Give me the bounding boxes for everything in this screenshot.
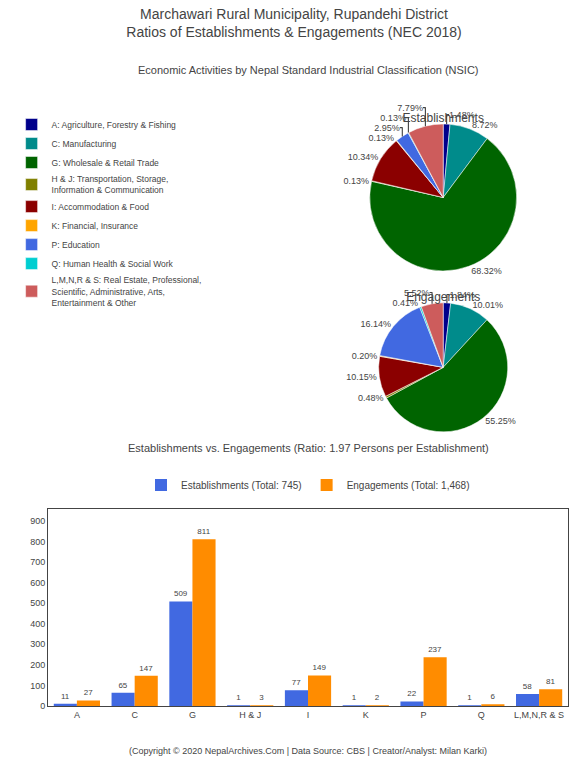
- svg-text:Establishments (Total: 745): Establishments (Total: 745): [181, 480, 302, 491]
- svg-text:7.79%: 7.79%: [397, 103, 423, 113]
- svg-text:H & J: H & J: [239, 710, 261, 720]
- svg-text:11: 11: [61, 692, 70, 701]
- svg-text:55.25%: 55.25%: [485, 416, 516, 426]
- svg-text:A: Agriculture, Forestry & Fis: A: Agriculture, Forestry & Fishing: [52, 120, 177, 130]
- svg-text:L,M,N,R & S: L,M,N,R & S: [514, 710, 564, 720]
- svg-text:65: 65: [118, 681, 127, 690]
- svg-text:Q: Q: [478, 710, 485, 720]
- svg-text:500: 500: [30, 598, 45, 608]
- svg-text:58: 58: [523, 682, 532, 691]
- svg-text:149: 149: [313, 663, 327, 672]
- svg-text:K: K: [363, 710, 369, 720]
- svg-text:0.20%: 0.20%: [352, 351, 378, 361]
- svg-text:400: 400: [30, 619, 45, 629]
- svg-text:81: 81: [546, 677, 555, 686]
- svg-text:600: 600: [30, 578, 45, 588]
- svg-text:Marchawari Rural Municipality,: Marchawari Rural Municipality, Rupandehi…: [126, 6, 461, 40]
- svg-text:Economic Activities by Nepal S: Economic Activities by Nepal Standard In…: [138, 64, 479, 76]
- svg-text:100: 100: [30, 681, 45, 691]
- svg-text:700: 700: [30, 557, 45, 567]
- svg-text:27: 27: [84, 688, 93, 697]
- svg-text:0.13%: 0.13%: [344, 176, 370, 186]
- svg-text:1: 1: [352, 693, 357, 702]
- svg-text:811: 811: [197, 527, 210, 536]
- svg-text:68.32%: 68.32%: [471, 266, 502, 276]
- svg-text:P: P: [421, 710, 427, 720]
- svg-text:10.15%: 10.15%: [346, 372, 377, 382]
- svg-text:0.41%: 0.41%: [392, 298, 418, 308]
- svg-text:1.84%: 1.84%: [449, 290, 475, 300]
- svg-text:200: 200: [30, 660, 45, 670]
- svg-text:2.95%: 2.95%: [374, 123, 400, 133]
- svg-text:8.72%: 8.72%: [472, 120, 498, 130]
- svg-text:3: 3: [259, 693, 264, 702]
- svg-text:Establishments vs. Engagements: Establishments vs. Engagements (Ratio: 1…: [128, 442, 489, 454]
- svg-text:(Copyright © 2020 NepalArchive: (Copyright © 2020 NepalArchives.Com | Da…: [129, 746, 487, 756]
- svg-text:800: 800: [30, 537, 45, 547]
- svg-text:509: 509: [174, 589, 188, 598]
- svg-text:1: 1: [467, 693, 472, 702]
- svg-text:237: 237: [428, 645, 442, 654]
- svg-text:2: 2: [375, 693, 380, 702]
- svg-text:0.48%: 0.48%: [358, 393, 384, 403]
- svg-text:C: C: [131, 710, 138, 720]
- svg-text:H & J: Transportation, Storage: H & J: Transportation, Storage,Informati…: [52, 174, 169, 195]
- svg-text:G: Wholesale & Retail Trade: G: Wholesale & Retail Trade: [52, 158, 160, 168]
- svg-text:K: Financial, Insurance: K: Financial, Insurance: [52, 221, 139, 231]
- svg-text:P: Education: P: Education: [52, 240, 100, 250]
- svg-text:6: 6: [490, 692, 495, 701]
- svg-text:Engagements (Total: 1,468): Engagements (Total: 1,468): [347, 480, 470, 491]
- svg-text:0: 0: [40, 701, 45, 711]
- svg-text:5.52%: 5.52%: [404, 288, 430, 298]
- svg-text:10.01%: 10.01%: [473, 300, 504, 310]
- svg-text:300: 300: [30, 639, 45, 649]
- svg-text:Q: Human Health & Social Work: Q: Human Health & Social Work: [52, 259, 174, 269]
- svg-text:G: G: [189, 710, 196, 720]
- svg-text:I: I: [307, 710, 310, 720]
- svg-text:1: 1: [236, 693, 241, 702]
- svg-text:L,M,N,R & S: Real Estate, Prof: L,M,N,R & S: Real Estate, Professional,S…: [52, 275, 202, 307]
- svg-text:Establishments: Establishments: [403, 111, 484, 125]
- svg-text:147: 147: [139, 664, 153, 673]
- svg-text:0.13%: 0.13%: [369, 133, 395, 143]
- svg-text:A: A: [74, 710, 80, 720]
- svg-text:16.14%: 16.14%: [360, 319, 391, 329]
- svg-text:0.13%: 0.13%: [380, 113, 406, 123]
- svg-text:77: 77: [292, 678, 301, 687]
- svg-text:22: 22: [407, 689, 416, 698]
- svg-text:10.34%: 10.34%: [348, 152, 379, 162]
- svg-text:C: Manufacturing: C: Manufacturing: [52, 139, 117, 149]
- svg-text:I: Accommodation & Food: I: Accommodation & Food: [52, 202, 150, 212]
- svg-text:900: 900: [30, 516, 45, 526]
- svg-text:1.48%: 1.48%: [449, 110, 475, 120]
- svg-text:Engagements: Engagements: [406, 290, 480, 304]
